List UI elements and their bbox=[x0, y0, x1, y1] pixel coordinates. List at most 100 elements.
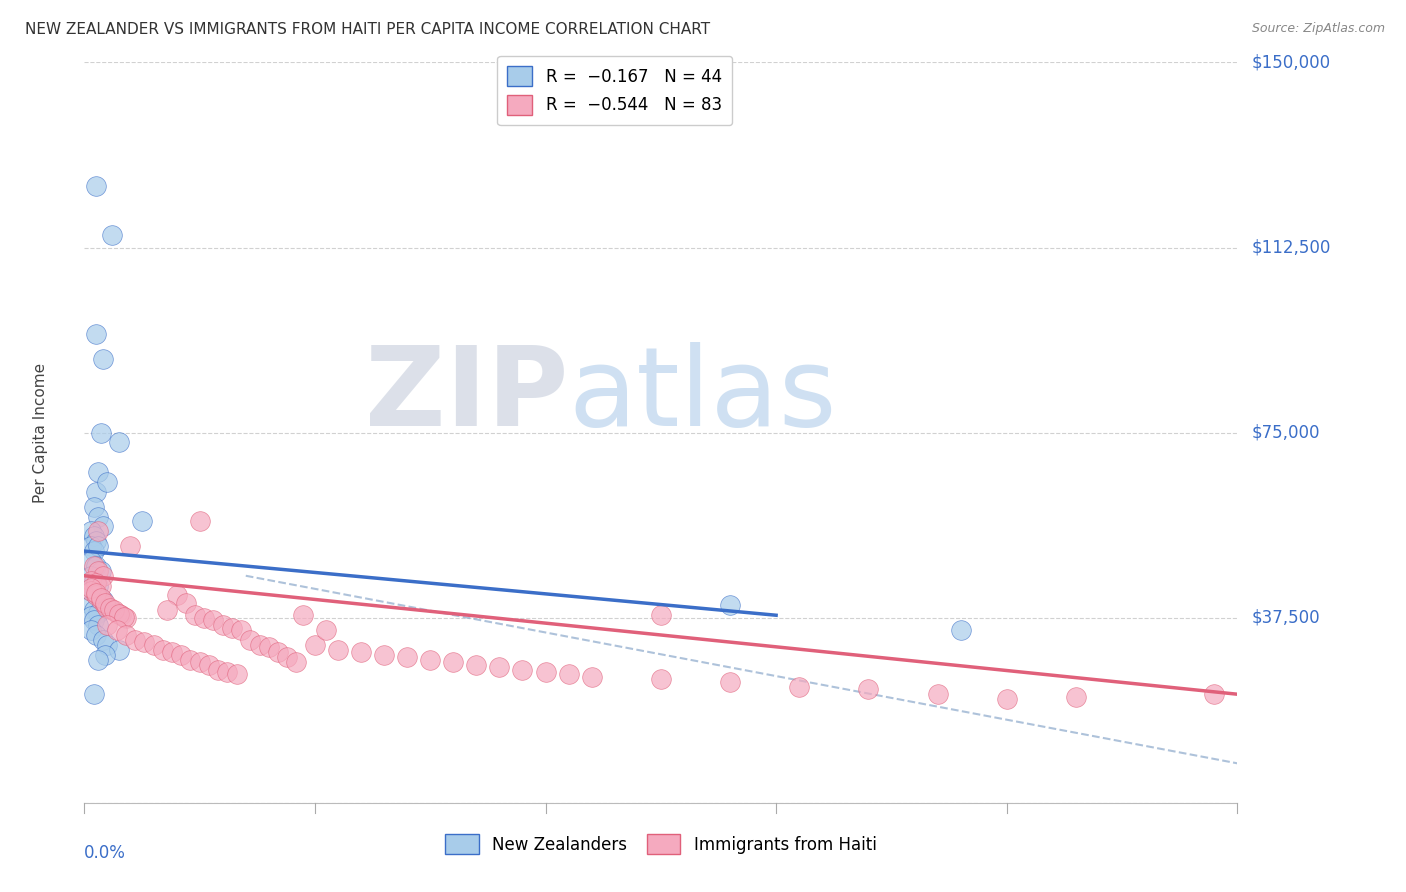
Point bbox=[581, 670, 603, 684]
Point bbox=[115, 628, 138, 642]
Point bbox=[718, 674, 741, 689]
Point bbox=[89, 425, 111, 440]
Point bbox=[80, 583, 103, 598]
Point bbox=[156, 603, 179, 617]
Point bbox=[83, 687, 105, 701]
Point bbox=[787, 680, 810, 694]
Point bbox=[91, 632, 114, 647]
Point bbox=[80, 623, 103, 637]
Point bbox=[87, 524, 110, 539]
Text: $75,000: $75,000 bbox=[1251, 424, 1320, 442]
Point bbox=[84, 628, 107, 642]
Point bbox=[184, 608, 207, 623]
Text: $37,500: $37,500 bbox=[1251, 608, 1320, 627]
Point bbox=[80, 574, 103, 588]
Point bbox=[198, 657, 221, 672]
Point bbox=[124, 632, 146, 647]
Point bbox=[419, 653, 441, 667]
Point bbox=[80, 581, 103, 595]
Point bbox=[84, 178, 107, 193]
Point bbox=[96, 600, 118, 615]
Point bbox=[80, 599, 103, 613]
Point bbox=[83, 529, 105, 543]
Point bbox=[105, 606, 128, 620]
Point bbox=[1064, 690, 1087, 704]
Point bbox=[87, 579, 110, 593]
Point bbox=[650, 673, 672, 687]
Text: $112,500: $112,500 bbox=[1251, 238, 1330, 257]
Point bbox=[231, 623, 253, 637]
Point bbox=[80, 524, 103, 539]
Point bbox=[441, 655, 464, 669]
Point bbox=[202, 613, 225, 627]
Point bbox=[91, 519, 114, 533]
Point bbox=[174, 596, 197, 610]
Point bbox=[91, 351, 114, 366]
Point bbox=[84, 534, 107, 549]
Point bbox=[373, 648, 395, 662]
Point bbox=[858, 682, 880, 697]
Text: atlas: atlas bbox=[568, 343, 837, 449]
Point bbox=[80, 609, 103, 624]
Legend: New Zealanders, Immigrants from Haiti: New Zealanders, Immigrants from Haiti bbox=[439, 828, 883, 861]
Point bbox=[276, 650, 298, 665]
Text: Per Capita Income: Per Capita Income bbox=[34, 362, 48, 503]
Point bbox=[89, 579, 111, 593]
Point bbox=[80, 568, 103, 582]
Point bbox=[105, 623, 128, 637]
Point bbox=[80, 583, 103, 598]
Point bbox=[83, 603, 105, 617]
Point bbox=[87, 653, 110, 667]
Point bbox=[87, 618, 110, 632]
Point bbox=[292, 608, 315, 623]
Point bbox=[179, 653, 201, 667]
Point bbox=[87, 509, 110, 524]
Point bbox=[83, 558, 105, 573]
Point bbox=[87, 465, 110, 479]
Point bbox=[304, 638, 326, 652]
Point bbox=[89, 564, 111, 578]
Text: NEW ZEALANDER VS IMMIGRANTS FROM HAITI PER CAPITA INCOME CORRELATION CHART: NEW ZEALANDER VS IMMIGRANTS FROM HAITI P… bbox=[25, 22, 710, 37]
Point bbox=[98, 600, 121, 615]
Point bbox=[326, 642, 349, 657]
Point bbox=[94, 599, 117, 613]
Point bbox=[87, 606, 110, 620]
Point bbox=[285, 655, 308, 669]
Point bbox=[96, 618, 118, 632]
Point bbox=[84, 326, 107, 341]
Point bbox=[557, 667, 579, 681]
Point bbox=[267, 645, 290, 659]
Point bbox=[160, 645, 183, 659]
Point bbox=[217, 665, 239, 679]
Point bbox=[927, 687, 949, 701]
Point bbox=[89, 591, 111, 605]
Point bbox=[91, 593, 114, 607]
Point bbox=[166, 589, 188, 603]
Point bbox=[170, 648, 193, 662]
Point bbox=[134, 635, 156, 649]
Point bbox=[84, 589, 107, 603]
Point bbox=[257, 640, 280, 655]
Point bbox=[112, 610, 135, 624]
Point bbox=[80, 554, 103, 568]
Point bbox=[512, 663, 534, 677]
Point bbox=[120, 539, 142, 553]
Point bbox=[718, 599, 741, 613]
Point bbox=[94, 596, 117, 610]
Point bbox=[87, 564, 110, 578]
Point bbox=[115, 610, 138, 624]
Point bbox=[84, 576, 107, 591]
Point bbox=[108, 435, 131, 450]
Point bbox=[488, 660, 510, 674]
Point bbox=[110, 608, 132, 623]
Point bbox=[949, 623, 972, 637]
Point bbox=[84, 586, 107, 600]
Point bbox=[87, 539, 110, 553]
Point bbox=[315, 623, 337, 637]
Point bbox=[142, 638, 165, 652]
Point bbox=[221, 621, 243, 635]
Point bbox=[83, 500, 105, 514]
Point bbox=[188, 655, 211, 669]
Text: $150,000: $150,000 bbox=[1251, 54, 1330, 71]
Text: ZIP: ZIP bbox=[366, 343, 568, 449]
